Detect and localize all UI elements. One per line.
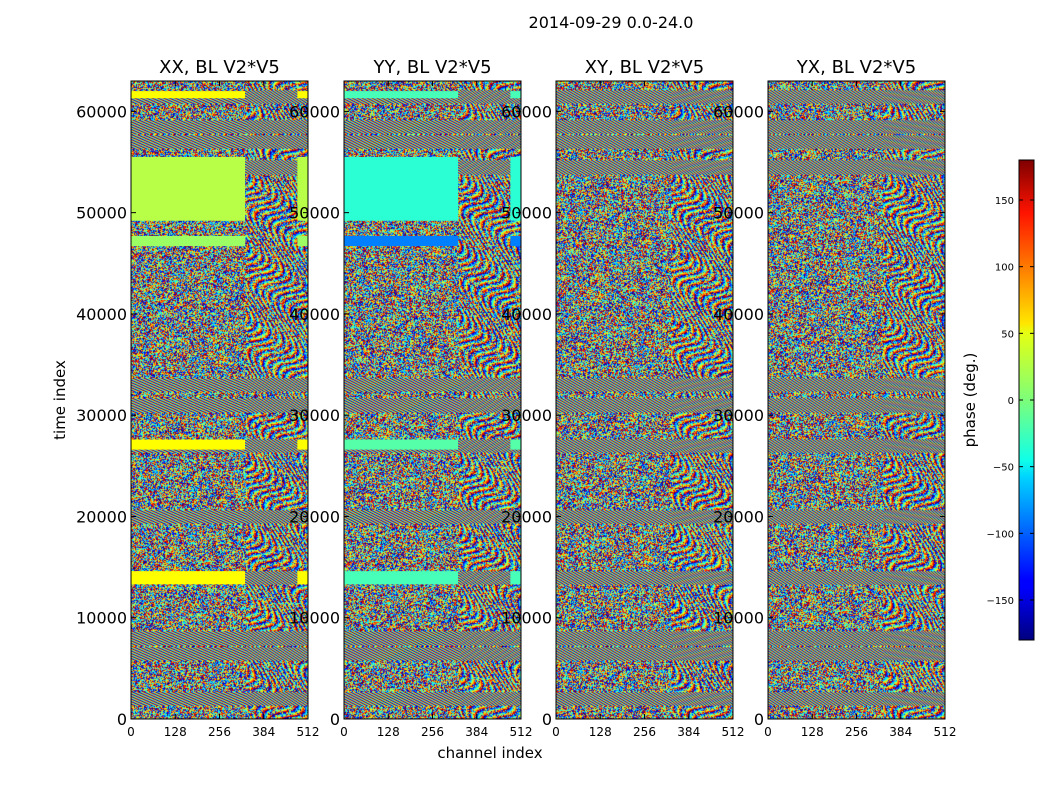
panel-xy: XY, BL V2*V5 0 10000 20000 30000 40000 50000 60… xyxy=(501,57,744,739)
x-tick-label: 128 xyxy=(164,725,187,739)
uniform-phase-block-edge xyxy=(297,235,308,247)
uniform-phase-block xyxy=(131,91,246,99)
uniform-phase-block-edge xyxy=(510,91,521,99)
uniform-phase-block-edge xyxy=(297,91,308,99)
y-tick-label: 40000 xyxy=(76,305,127,324)
uniform-phase-block-edge xyxy=(297,439,308,450)
x-tick-label: 384 xyxy=(677,725,700,739)
y-tick-label: 60000 xyxy=(289,102,340,121)
y-tick-label: 30000 xyxy=(713,406,764,425)
colorbar-tick-label: 100 xyxy=(995,263,1014,274)
x-tick-label: 384 xyxy=(889,725,912,739)
y-tick-label: 10000 xyxy=(501,609,552,628)
uniform-phase-block xyxy=(344,439,459,450)
phase-heatmap-yx xyxy=(768,81,945,719)
phase-heatmap-xy xyxy=(556,81,733,719)
x-tick-label: 256 xyxy=(208,725,231,739)
x-tick-label: 128 xyxy=(589,725,612,739)
y-tick-label: 10000 xyxy=(76,609,127,628)
y-tick-label: 0 xyxy=(117,710,127,729)
colorbar-tick-label: −100 xyxy=(987,529,1014,540)
x-tick-label: 256 xyxy=(633,725,656,739)
uniform-phase-block xyxy=(131,235,246,247)
y-tick-label: 20000 xyxy=(501,507,552,526)
x-tick-label: 512 xyxy=(297,725,320,739)
x-tick-label: 0 xyxy=(340,725,348,739)
uniform-phase-block xyxy=(344,156,459,221)
panels: XX, BL V2*V5 0 10000 20000 30000 40000 50000 60… xyxy=(76,57,956,739)
y-tick-label: 30000 xyxy=(501,406,552,425)
colorbar-label: phase (deg.) xyxy=(961,353,979,448)
colorbar-tick-label: 50 xyxy=(1001,329,1014,340)
uniform-phase-block xyxy=(344,91,459,99)
panel-title: XX, BL V2*V5 xyxy=(159,57,280,78)
x-tick-label: 128 xyxy=(801,725,824,739)
y-tick-label: 50000 xyxy=(76,204,127,223)
uniform-phase-block xyxy=(344,571,459,585)
panel-title: YX, BL V2*V5 xyxy=(796,57,916,78)
colorbar-ticks: −150 −100 −50 0 50 100 150 xyxy=(987,196,1034,607)
y-tick-label: 30000 xyxy=(289,406,340,425)
y-tick-label: 50000 xyxy=(289,204,340,223)
uniform-phase-block xyxy=(131,571,246,585)
y-tick-label: 40000 xyxy=(713,305,764,324)
x-tick-label: 0 xyxy=(127,725,135,739)
panel-title: XY, BL V2*V5 xyxy=(585,57,704,78)
uniform-phase-block-edge xyxy=(510,156,521,221)
uniform-phase-block xyxy=(131,156,246,221)
uniform-phase-block-edge xyxy=(510,235,521,247)
y-tick-label: 60000 xyxy=(713,102,764,121)
uniform-phase-block-edge xyxy=(510,571,521,585)
colorbar-tick-label: 150 xyxy=(995,196,1014,207)
y-tick-label: 0 xyxy=(754,710,764,729)
colorbar: −150 −100 −50 0 50 100 150 phase (deg.) xyxy=(961,159,1035,641)
y-tick-label: 0 xyxy=(330,710,340,729)
y-tick-label: 50000 xyxy=(713,204,764,223)
panel-title: YY, BL V2*V5 xyxy=(372,57,491,78)
x-tick-label: 256 xyxy=(421,725,444,739)
y-tick-label: 60000 xyxy=(501,102,552,121)
y-tick-label: 30000 xyxy=(76,406,127,425)
y-tick-label: 50000 xyxy=(501,204,552,223)
uniform-phase-block-edge xyxy=(297,571,308,585)
figure-title: 2014-09-29 0.0-24.0 xyxy=(529,13,694,32)
y-tick-label: 20000 xyxy=(713,507,764,526)
uniform-phase-block-edge xyxy=(297,156,308,221)
x-tick-label: 0 xyxy=(764,725,772,739)
y-tick-label: 10000 xyxy=(713,609,764,628)
heatmap-pixels xyxy=(556,81,733,719)
uniform-phase-block-edge xyxy=(510,439,521,450)
panel-yy: YY, BL V2*V5 0 10000 20000 30000 40000 50000 60… xyxy=(289,57,532,739)
colorbar-tick-label: −50 xyxy=(993,463,1014,474)
x-tick-label: 512 xyxy=(722,725,745,739)
x-tick-label: 0 xyxy=(552,725,560,739)
x-tick-label: 512 xyxy=(510,725,533,739)
colorbar-tick-label: −150 xyxy=(987,596,1014,607)
panel-yx: YX, BL V2*V5 0 10000 20000 30000 40000 50000 60… xyxy=(713,57,956,739)
y-tick-label: 10000 xyxy=(289,609,340,628)
y-axis-label: time index xyxy=(51,360,69,440)
y-tick-label: 0 xyxy=(542,710,552,729)
x-axis-label: channel index xyxy=(437,744,542,762)
x-tick-label: 512 xyxy=(934,725,957,739)
y-tick-label: 20000 xyxy=(76,507,127,526)
y-tick-label: 40000 xyxy=(289,305,340,324)
colorbar-tick-label: 0 xyxy=(1008,396,1014,407)
uniform-phase-block xyxy=(131,439,246,450)
y-tick-label: 20000 xyxy=(289,507,340,526)
heatmap-pixels xyxy=(768,81,945,719)
x-tick-label: 256 xyxy=(845,725,868,739)
x-tick-label: 384 xyxy=(252,725,275,739)
x-tick-label: 384 xyxy=(465,725,488,739)
uniform-phase-block xyxy=(344,235,459,247)
x-tick-label: 128 xyxy=(377,725,400,739)
panel-xx: XX, BL V2*V5 0 10000 20000 30000 40000 50000 60… xyxy=(76,57,319,739)
y-tick-label: 40000 xyxy=(501,305,552,324)
y-tick-label: 60000 xyxy=(76,102,127,121)
